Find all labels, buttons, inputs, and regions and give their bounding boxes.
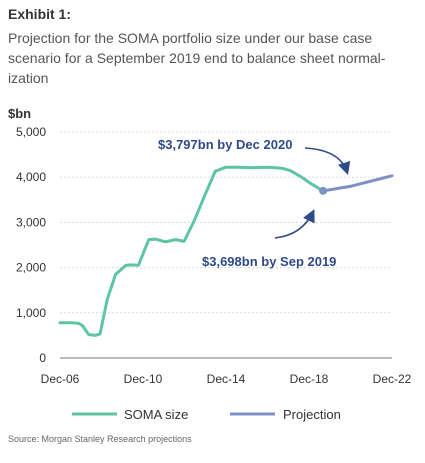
annotation-dec-2020: $3,797bn by Dec 2020 bbox=[158, 137, 351, 176]
marker-layer bbox=[319, 186, 328, 195]
annotation-sep-2019-arrow bbox=[274, 209, 315, 239]
sep-2019-point bbox=[319, 186, 328, 195]
annotation-sep-2019: $3,698bn by Sep 2019 bbox=[202, 209, 336, 269]
y-tick-label: 0 bbox=[39, 351, 46, 365]
y-tick-label: 5,000 bbox=[16, 125, 46, 139]
y-tick-label: 2,000 bbox=[16, 261, 46, 275]
exhibit-label: Exhibit 1: bbox=[8, 6, 72, 22]
annotation-dec-2020-arrow bbox=[304, 147, 351, 176]
x-tick-label: Dec-22 bbox=[373, 372, 412, 386]
axis-layer: 0 1,000 2,000 3,000 4,000 5,000 Dec-06 Dec-10 De… bbox=[16, 125, 412, 386]
legend: SOMA size Projection bbox=[72, 407, 341, 422]
y-tick-label: 1,000 bbox=[16, 306, 46, 320]
series-line-projection bbox=[321, 174, 394, 193]
x-tick-label: Dec-10 bbox=[124, 372, 163, 386]
line-chart: 0 1,000 2,000 3,000 4,000 5,000 Dec-06 Dec-10 De… bbox=[8, 106, 412, 422]
annotation-dec-2020-text: $3,797bn by Dec 2020 bbox=[158, 137, 292, 152]
source-note: Source: Morgan Stanley Research projecti… bbox=[8, 434, 192, 444]
chart-subtitle: Projection for the SOMA portfolio size u… bbox=[8, 30, 386, 86]
x-tick-label: Dec-06 bbox=[41, 372, 80, 386]
annotation-sep-2019-text: $3,698bn by Sep 2019 bbox=[202, 254, 336, 269]
legend-label-projection: Projection bbox=[283, 407, 341, 422]
y-axis-unit-label: $bn bbox=[8, 106, 31, 121]
grid-layer bbox=[60, 131, 392, 314]
x-tick-label: Dec-14 bbox=[207, 372, 246, 386]
x-tick-label: Dec-18 bbox=[290, 372, 329, 386]
y-tick-label: 3,000 bbox=[16, 215, 46, 229]
series-layer bbox=[58, 165, 394, 337]
legend-label-soma: SOMA size bbox=[124, 407, 188, 422]
y-tick-label: 4,000 bbox=[16, 170, 46, 184]
series-line-soma-size bbox=[58, 165, 325, 337]
